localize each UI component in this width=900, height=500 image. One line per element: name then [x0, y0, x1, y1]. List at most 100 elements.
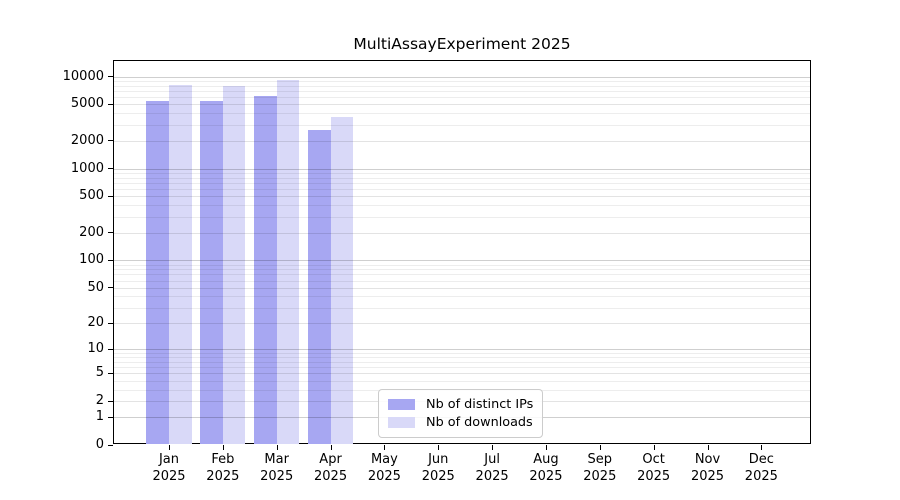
y-tick-mark: [108, 232, 113, 234]
gridline-minor: [114, 216, 810, 218]
y-tick-label: 100: [79, 252, 104, 268]
gridline-minor: [114, 124, 810, 126]
gridline-minor: [114, 177, 810, 179]
y-tick-label: 5000: [70, 96, 104, 112]
y-tick-label: 5: [95, 365, 104, 381]
x-tick-label-apr: Apr 2025: [314, 452, 348, 484]
y-tick-mark: [108, 348, 113, 350]
gridline-200: [114, 232, 810, 234]
x-tick-mark: [169, 445, 170, 450]
y-tick-mark: [108, 76, 113, 78]
legend-label-distinct-ips: Nb of distinct IPs: [426, 397, 534, 413]
y-tick-mark: [108, 195, 113, 197]
x-tick-mark: [438, 445, 440, 450]
y-tick-mark: [108, 400, 113, 402]
gridline-minor: [114, 269, 810, 271]
x-tick-mark: [653, 445, 655, 450]
legend: Nb of distinct IPs Nb of downloads: [378, 389, 543, 438]
x-tick-label-sep: Sep 2025: [583, 452, 617, 484]
y-tick-label: 500: [79, 188, 104, 204]
bar-distinct-ips-jan: [146, 101, 169, 444]
x-tick-label-may: May 2025: [367, 452, 401, 484]
y-tick-label: 200: [79, 224, 104, 240]
gridline-minor: [114, 172, 810, 174]
y-tick-label: 0: [95, 437, 104, 452]
x-tick-label-jun: Jun 2025: [421, 452, 455, 484]
gridline-minor: [114, 357, 810, 359]
x-tick-label-mar: Mar 2025: [260, 452, 294, 484]
x-tick-label-dec: Dec 2025: [744, 452, 778, 484]
x-tick-mark: [492, 445, 494, 450]
y-tick-mark: [108, 444, 113, 446]
gridline-minor: [114, 352, 810, 354]
legend-label-downloads: Nb of downloads: [426, 414, 533, 430]
x-tick-label-nov: Nov 2025: [690, 452, 725, 484]
x-tick-label-jul: Jul 2025: [475, 452, 509, 484]
y-tick-label: 2000: [70, 132, 104, 148]
x-tick-label-aug: Aug 2025: [529, 452, 563, 484]
chart-title: MultiAssayExperiment 2025: [353, 35, 571, 53]
x-tick-mark: [707, 445, 709, 450]
x-tick-label-feb: Feb 2025: [206, 452, 240, 484]
gridline-minor: [114, 113, 810, 115]
bar-downloads-apr: [330, 116, 354, 444]
legend-item-downloads: Nb of downloads: [388, 415, 533, 430]
gridline-minor: [114, 182, 810, 184]
y-tick-label: 10000: [62, 68, 104, 84]
x-tick-mark: [222, 445, 224, 450]
x-tick-mark: [545, 445, 547, 450]
gridline-minor: [114, 280, 810, 282]
plot-area: 10000 5000 2000 1000 500 200 100 50 20 10 5 2 1 0 Jan …: [63, 60, 811, 484]
bar-distinct-ips-apr: [307, 129, 331, 444]
y-tick-label: 50: [87, 279, 104, 295]
gridline-50: [114, 287, 810, 289]
legend-item-distinct-ips: Nb of distinct IPs: [388, 397, 533, 412]
bar-distinct-ips-mar: [254, 96, 277, 444]
gridline-500: [114, 196, 810, 198]
x-tick-mark: [276, 445, 278, 450]
y-tick-mark: [108, 322, 113, 324]
gridline-minor: [114, 380, 810, 382]
legend-swatch-downloads-icon: [388, 416, 415, 428]
y-tick-mark: [108, 287, 113, 289]
y-tick-mark: [108, 103, 113, 105]
x-tick-mark: [384, 445, 386, 450]
gridline-100: [114, 260, 810, 262]
gridline-minor: [114, 80, 810, 82]
y-tick-mark: [108, 416, 113, 418]
gridline-10: [114, 349, 810, 351]
y-tick-mark: [108, 372, 113, 374]
bar-distinct-ips-feb: [200, 100, 223, 444]
x-tick-mark: [599, 445, 601, 450]
legend-swatch-distinct-ips-icon: [388, 399, 415, 411]
gridline-minor: [114, 205, 810, 207]
y-tick-label: 2: [95, 393, 104, 409]
y-tick-mark: [108, 259, 113, 261]
y-tick-label: 1000: [70, 160, 104, 176]
gridline-2000: [114, 140, 810, 142]
bar-downloads-feb: [222, 85, 246, 444]
gridline-5: [114, 373, 810, 375]
gridline-20: [114, 323, 810, 325]
y-tick-label: 20: [87, 315, 104, 331]
x-tick-label-jan: Jan 2025: [152, 452, 186, 484]
gridline-minor: [114, 85, 810, 87]
y-tick-mark: [108, 140, 113, 142]
gridline-minor: [114, 264, 810, 266]
gridline-minor: [114, 274, 810, 276]
gridline-minor: [114, 296, 810, 298]
x-tick-mark: [330, 445, 332, 450]
gridline-minor: [114, 307, 810, 309]
bar-downloads-jan: [169, 85, 192, 444]
gridline-minor: [114, 97, 810, 99]
y-tick-mark: [108, 168, 113, 170]
gridline-1000: [114, 168, 810, 170]
y-tick-label: 1: [95, 409, 104, 425]
gridline-5000: [114, 104, 810, 106]
gridline-10000: [114, 76, 810, 78]
y-tick-label: 10: [87, 341, 104, 357]
gridline-minor: [114, 90, 810, 92]
x-tick-mark: [761, 445, 763, 450]
gridline-minor: [114, 367, 810, 369]
